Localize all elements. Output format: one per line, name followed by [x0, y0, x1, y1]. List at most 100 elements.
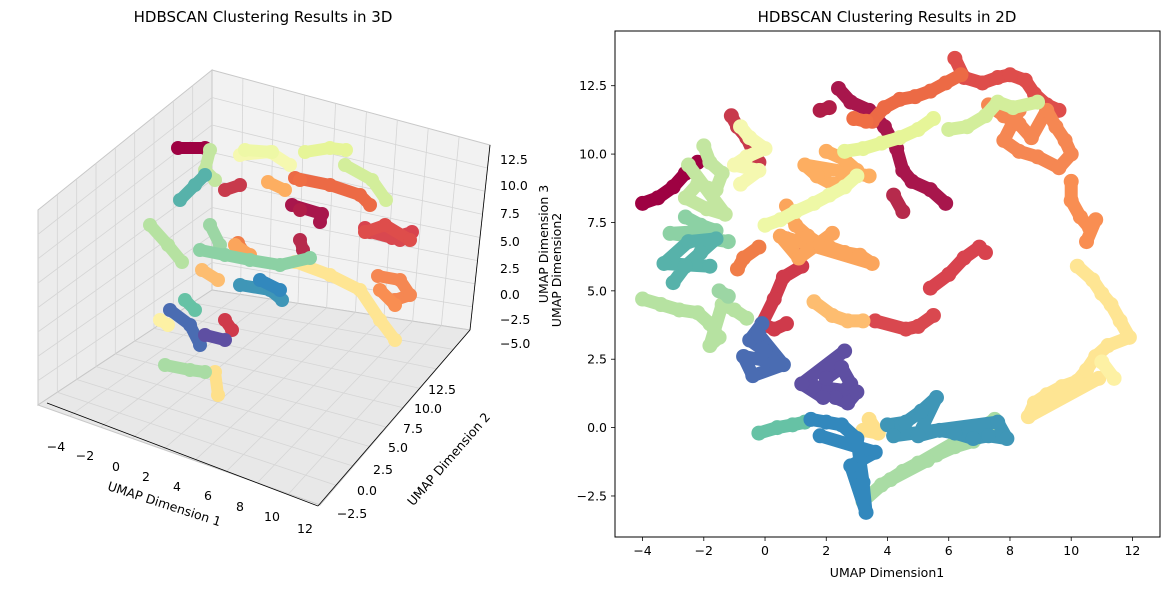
scatter-point: [1069, 373, 1085, 389]
scatter-point-3d: [175, 255, 189, 269]
scatter-point: [855, 141, 871, 157]
cluster-path-3d: [372, 270, 416, 306]
scatter-point-3d: [353, 283, 367, 297]
scatter-point: [947, 425, 963, 441]
scatter-point: [702, 316, 718, 332]
scatter-point: [990, 69, 1006, 85]
grid-line: [211, 179, 481, 238]
y-tick-label-3d: 0.0: [357, 483, 377, 498]
x-tick-label: 10: [1063, 543, 1079, 558]
scatter-point: [1094, 286, 1110, 302]
scatter-point-3d: [228, 238, 242, 252]
scatter-point-3d: [161, 318, 175, 332]
scatter-point: [977, 245, 993, 261]
scatter-point: [800, 228, 816, 244]
scatter-point-3d: [278, 183, 292, 197]
scatter-point: [947, 50, 963, 66]
scatter-point-3d: [183, 318, 197, 332]
x-tick-label-3d: 6: [204, 488, 212, 503]
scatter-point: [928, 390, 944, 406]
scatter-point-3d: [188, 178, 202, 192]
scatter-point: [837, 143, 853, 159]
scatter-point: [886, 428, 902, 444]
grid-line: [211, 124, 486, 192]
scatter-point: [693, 245, 709, 261]
chart-2d-title: HDBSCAN Clustering Results in 2D: [758, 8, 1017, 26]
scatter-point-3d: [183, 363, 197, 377]
plot-area-2d: [615, 31, 1160, 537]
y-tick-label: 0.0: [587, 420, 607, 435]
scatter-point-3d: [293, 173, 307, 187]
y-tick-label: 7.5: [587, 215, 607, 230]
y-tick-label-3d: 10.0: [414, 401, 442, 416]
scatter-point: [867, 313, 883, 329]
scatter-point: [720, 234, 736, 250]
scatter-point: [677, 190, 693, 206]
grid-line: [37, 262, 213, 381]
scatter-point: [1079, 234, 1095, 250]
scatter-point-3d: [378, 218, 392, 232]
x-tick-label: 4: [884, 543, 892, 558]
scatter-point: [693, 217, 709, 233]
y-tick-label-3d: 5.0: [388, 440, 408, 455]
grid-line: [134, 340, 404, 409]
scatter-point-3d: [273, 283, 287, 297]
scatter-point-3d: [403, 288, 417, 302]
scatter-point: [766, 291, 782, 307]
scatter-point: [702, 258, 718, 274]
grid-line: [69, 294, 241, 417]
y-tick-label: 10.0: [579, 147, 607, 162]
scatter-point: [1005, 100, 1021, 116]
grid-line: [192, 302, 454, 350]
scatter-point: [941, 121, 957, 137]
scatter-point: [809, 168, 825, 184]
scatter-point-3d: [358, 225, 372, 239]
scatter-point: [834, 359, 850, 375]
scatter-point: [892, 91, 908, 107]
scatter-point: [729, 261, 745, 277]
scatter-point: [733, 119, 749, 135]
scatter-point: [965, 431, 981, 447]
scatter-point-3d: [161, 238, 175, 252]
scatter-point: [1057, 132, 1073, 148]
y-tick-label: 12.5: [579, 78, 607, 93]
scatter-point-3d: [323, 141, 337, 155]
scatter-point: [818, 143, 834, 159]
z-tick-label-3d: 10.0: [500, 178, 528, 193]
ticks-2d: −4 −2 0 2 4 6 8 10 12 −2.5 0.0 2.5 5.0 7.5 10.0 12.5: [577, 78, 1141, 558]
scatter-point: [837, 245, 853, 261]
scatter-point-3d: [371, 269, 385, 283]
grid-line: [37, 207, 213, 333]
scatter-point: [834, 417, 850, 433]
scatter-point: [981, 428, 997, 444]
grid-line: [95, 366, 371, 448]
scatter-point-3d: [233, 178, 247, 192]
scatter-point-3d: [218, 333, 232, 347]
scatter-point: [717, 206, 733, 222]
scatter-point: [714, 165, 730, 181]
scatter-point: [938, 75, 954, 91]
scatter-point: [739, 310, 755, 326]
scatter-point: [788, 204, 804, 220]
scatter-point: [840, 395, 856, 411]
scatter-point: [1020, 409, 1036, 425]
scatter-point: [849, 384, 865, 400]
scatter-point: [1085, 272, 1101, 288]
ticks-3d: −4 −2 0 2 4 6 8 10 12 −2.5 0.0 2.5 5.0 7.5 10.0 12.5 −5.…: [47, 152, 531, 536]
z-tick-label-3d: 12.5: [500, 152, 528, 167]
scatter-point-3d: [163, 303, 177, 317]
scatter-point: [806, 195, 822, 211]
scatter-point: [843, 94, 859, 110]
scatter-point: [910, 428, 926, 444]
x-axis-label-3d: UMAP Dimension 1: [106, 478, 223, 529]
scatter-point: [864, 255, 880, 271]
scatter-point-3d: [188, 303, 202, 317]
scatter-point: [996, 132, 1012, 148]
scatter-point: [726, 157, 742, 173]
y-tick-label-3d: −2.5: [337, 506, 367, 521]
z-tick-label-3d: −2.5: [500, 312, 530, 327]
scatter-point: [892, 130, 908, 146]
scatter-point: [925, 111, 941, 127]
cluster-path: [807, 295, 870, 328]
scatter-point: [876, 100, 892, 116]
